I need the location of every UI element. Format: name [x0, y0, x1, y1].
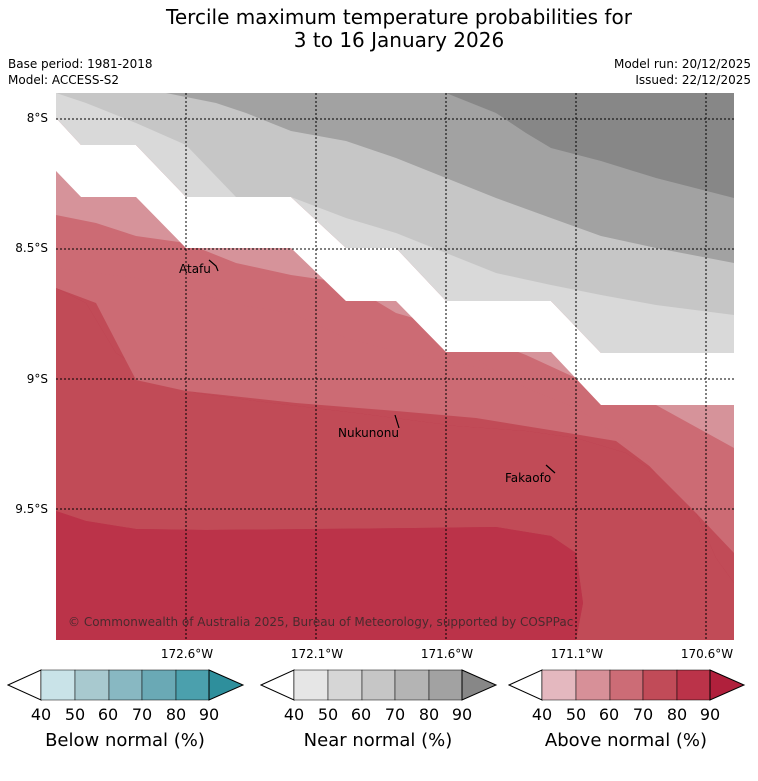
- cb-above-tick-80: 80: [666, 705, 688, 724]
- fakaofo-island-mark: [545, 464, 556, 474]
- colorbar-below-normal: [7, 669, 245, 701]
- region-red-mid-bottom: [56, 288, 734, 640]
- nukunonu-island-mark: [394, 414, 400, 429]
- title-line-2: 3 to 16 January 2026: [293, 28, 505, 52]
- cb-near-tick-70: 70: [384, 705, 406, 724]
- cb-near-bin-2: [327, 669, 363, 701]
- cb-below-arrow-right: [208, 669, 245, 701]
- place-fakaofo: Fakaofo: [505, 471, 552, 485]
- cb-near-bin-5: [428, 669, 463, 701]
- cb-above-arrow-right: [709, 669, 746, 701]
- base-period: Base period: 1981-2018: [8, 57, 153, 71]
- cb-near-tick-90: 90: [451, 705, 473, 724]
- cb-near-bin-3: [361, 669, 396, 701]
- title-line-1: Tercile maximum temperature probabilitie…: [166, 5, 632, 29]
- lon-label-2: 172.1°W: [290, 647, 344, 661]
- cb-near-bin-1: [293, 669, 329, 701]
- cb-below-tick-70: 70: [131, 705, 153, 724]
- cb-below-bin-1: [40, 669, 76, 701]
- meta-right: Model run: 20/12/2025 Issued: 22/12/2025: [614, 56, 751, 88]
- cb-below-tick-90: 90: [198, 705, 220, 724]
- place-atafu: Atafu: [179, 262, 211, 276]
- model-name: Model: ACCESS-S2: [8, 73, 120, 87]
- cb-below-bin-4: [141, 669, 177, 701]
- cb-below-arrow-left: [7, 669, 42, 701]
- region-red-darkest: [56, 511, 583, 640]
- cb-near-arrow-right: [461, 669, 498, 701]
- cb-above-bin-1: [541, 669, 577, 701]
- colorbar-above-normal: [508, 669, 746, 701]
- cb-below-tick-60: 60: [97, 705, 119, 724]
- cb-above-title: Above normal (%): [544, 730, 708, 751]
- cb-above-bin-3: [609, 669, 644, 701]
- cb-below-bin-5: [175, 669, 210, 701]
- cb-near-tick-40: 40: [283, 705, 305, 724]
- place-nukunonu: Nukunonu: [338, 426, 399, 440]
- region-red-pale: [56, 171, 734, 448]
- cb-above-tick-90: 90: [699, 705, 721, 724]
- region-white-strip: [601, 353, 734, 405]
- lon-label-5: 170.6°W: [680, 647, 734, 661]
- cb-below-title: Below normal (%): [45, 730, 205, 751]
- cb-above-bin-4: [642, 669, 678, 701]
- cb-below-bin-3: [108, 669, 143, 701]
- cb-below-tick-80: 80: [165, 705, 187, 724]
- issued-date: Issued: 22/12/2025: [635, 73, 751, 87]
- cb-above-arrow-left: [508, 669, 543, 701]
- colorbar-near-normal: [260, 669, 498, 701]
- cb-near-arrow-left: [260, 669, 295, 701]
- region-white-gap: [56, 118, 734, 405]
- chart-title: Tercile maximum temperature probabilitie…: [0, 6, 758, 52]
- map-svg: [56, 93, 734, 640]
- cb-near-title: Near normal (%): [303, 730, 453, 751]
- cb-near-tick-80: 80: [418, 705, 440, 724]
- cb-below-tick-50: 50: [64, 705, 86, 724]
- lat-label-9: 9°S: [26, 372, 48, 386]
- lat-label-8-5: 8.5°S: [15, 241, 48, 255]
- lon-label-4: 171.1°W: [550, 647, 604, 661]
- cb-below-tick-40: 40: [30, 705, 52, 724]
- cb-above-tick-50: 50: [565, 705, 587, 724]
- lat-label-8: 8°S: [26, 111, 48, 125]
- gridlines: [56, 93, 734, 640]
- cb-above-bin-5: [676, 669, 711, 701]
- cb-above-tick-60: 60: [598, 705, 620, 724]
- copyright-note: © Commonwealth of Australia 2025, Bureau…: [68, 615, 574, 629]
- cb-above-tick-70: 70: [632, 705, 654, 724]
- cb-near-bin-4: [394, 669, 430, 701]
- meta-left: Base period: 1981-2018 Model: ACCESS-S2: [8, 56, 153, 88]
- cb-near-tick-60: 60: [350, 705, 372, 724]
- cb-above-tick-40: 40: [531, 705, 553, 724]
- lon-label-3: 171.6°W: [420, 647, 474, 661]
- cb-above-bin-2: [575, 669, 611, 701]
- lon-label-1: 172.6°W: [160, 647, 214, 661]
- model-run: Model run: 20/12/2025: [613, 57, 751, 71]
- atafu-island-mark: [208, 259, 219, 272]
- cb-below-bin-2: [74, 669, 110, 701]
- cb-near-tick-50: 50: [317, 705, 339, 724]
- lat-label-9-5: 9.5°S: [15, 502, 48, 516]
- probability-map: [56, 93, 734, 640]
